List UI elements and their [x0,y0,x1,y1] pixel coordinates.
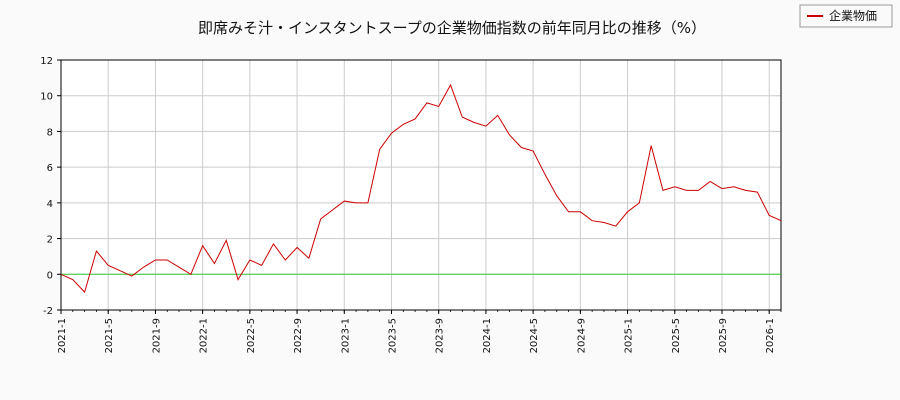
x-tick-label: 2023-5 [387,318,398,353]
y-tick-label: 4 [47,199,53,210]
x-tick-label: 2025-9 [718,318,729,353]
y-tick-label: 0 [47,270,53,281]
series-layer [60,83,782,294]
x-tick-label: 2022-1 [199,318,210,353]
axes: -2 0 2 4 6 8 10 12 2021-1 2021-5 2021-9 2022-1 2022-… [40,56,782,353]
x-tick-label: 2021-1 [57,318,68,353]
legend-label: 企業物価 [829,8,877,23]
y-tick-label: 8 [47,127,53,138]
plot-border [60,59,782,311]
legend-box [799,4,893,28]
chart-title: 即席みそ汁・インスタントスープの企業物価指数の前年同月比の推移（%） [198,19,706,37]
x-tick-label: 2021-9 [151,318,162,353]
x-tick-label: 2024-5 [529,318,540,353]
y-tick-label: 6 [47,163,53,174]
x-tick-label: 2022-5 [246,318,257,353]
x-tick-label: 2021-5 [104,318,115,353]
legend: 企業物価 [799,4,893,28]
x-tick-label: 2024-9 [576,318,587,353]
x-tick-label: 2025-1 [624,318,635,353]
y-tick-label: 12 [40,56,53,67]
y-tick-label: 2 [47,235,53,246]
x-tick-label: 2022-9 [293,318,304,353]
y-tick-label: 10 [40,92,53,103]
y-tick-label: -2 [43,306,53,317]
x-tick-label: 2025-5 [671,318,682,353]
x-tick-label: 2023-1 [340,318,351,353]
x-tick-label: 2024-1 [482,318,493,353]
x-tick-label: 2023-9 [435,318,446,353]
x-tick-label: 2026-1 [765,318,776,353]
series-line-kigyo-bukka [60,83,782,294]
plot-area [61,60,781,310]
